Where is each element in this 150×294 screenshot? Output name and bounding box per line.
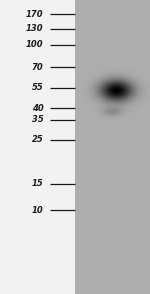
Text: 15: 15 <box>32 179 44 188</box>
Text: 10: 10 <box>32 206 44 215</box>
Bar <box>75 0 150 294</box>
Text: 55: 55 <box>32 83 44 92</box>
Text: 70: 70 <box>32 63 44 71</box>
Text: 40: 40 <box>32 104 44 113</box>
Text: 25: 25 <box>32 135 44 144</box>
Text: 170: 170 <box>26 10 44 19</box>
Text: 130: 130 <box>26 24 44 33</box>
Text: 35: 35 <box>32 116 44 124</box>
Bar <box>0 0 75 294</box>
Text: 100: 100 <box>26 40 44 49</box>
